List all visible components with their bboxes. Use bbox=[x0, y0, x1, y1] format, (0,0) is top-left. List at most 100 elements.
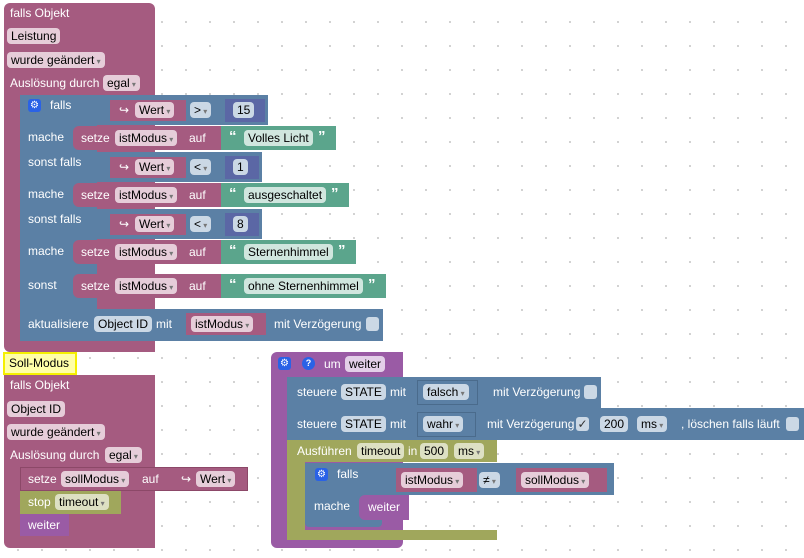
event-header: falls Objekt bbox=[10, 378, 70, 392]
timeout-name-field[interactable]: timeout bbox=[357, 443, 405, 459]
object-field[interactable]: Object ID bbox=[7, 401, 66, 417]
gear-icon[interactable]: ⚙ bbox=[28, 99, 41, 112]
elseif-label: sonst falls bbox=[28, 155, 82, 169]
operator-dropdown[interactable]: < bbox=[190, 159, 212, 175]
open-quote-icon: “ bbox=[229, 185, 237, 202]
update-label: aktualisiere bbox=[28, 317, 89, 331]
set-label: setze bbox=[28, 472, 57, 486]
arrow-icon: ↪ bbox=[119, 103, 130, 117]
open-quote-icon: “ bbox=[229, 128, 237, 145]
delay-value-field[interactable]: 200 bbox=[600, 416, 629, 432]
clear-running-label: , löschen falls läuft bbox=[681, 417, 780, 431]
var-dropdown[interactable]: Wert bbox=[135, 216, 175, 232]
event-header: falls Objekt bbox=[10, 6, 70, 20]
trigger-by-dropdown[interactable]: egal bbox=[103, 75, 140, 91]
control-label: steuere bbox=[297, 417, 338, 431]
if-label: falls bbox=[337, 467, 359, 481]
number-field[interactable]: 1 bbox=[233, 159, 248, 175]
trigger-by-dropdown[interactable]: egal bbox=[105, 447, 142, 463]
arrow-icon: ↪ bbox=[119, 160, 130, 174]
do-label: mache bbox=[28, 187, 65, 201]
do-label: mache bbox=[314, 499, 351, 513]
close-quote-icon: ” bbox=[368, 276, 376, 293]
to-label: auf bbox=[189, 188, 206, 202]
var-dropdown[interactable]: sollModus bbox=[61, 471, 130, 487]
number-field[interactable]: 15 bbox=[233, 102, 255, 118]
set-label: setze bbox=[81, 279, 110, 293]
value-dropdown[interactable]: Wert bbox=[196, 471, 236, 487]
with-label: mit bbox=[156, 317, 172, 331]
help-icon[interactable]: ? bbox=[302, 357, 315, 370]
number-field[interactable]: 8 bbox=[233, 216, 248, 232]
do-label: mache bbox=[28, 244, 65, 258]
set-label: setze bbox=[81, 188, 110, 202]
delay-label: mit Verzögerung bbox=[274, 317, 362, 331]
stop-label: stop bbox=[28, 495, 51, 509]
var-dropdown[interactable]: sollModus bbox=[521, 472, 590, 488]
comment-label[interactable]: Soll-Modus bbox=[3, 352, 77, 375]
trigger-dropdown[interactable]: wurde geändert bbox=[7, 52, 105, 68]
delay-checkbox[interactable] bbox=[366, 317, 379, 331]
timeout-dropdown[interactable]: timeout bbox=[55, 494, 109, 510]
to-label: auf bbox=[189, 245, 206, 259]
with-label: mit bbox=[390, 417, 406, 431]
to-label: auf bbox=[189, 279, 206, 293]
timeout-label: Ausführen bbox=[297, 444, 352, 458]
var-dropdown[interactable]: istModus bbox=[401, 472, 464, 488]
delay-label: mit Verzögerung bbox=[493, 385, 581, 399]
bool-dropdown[interactable]: wahr bbox=[423, 416, 464, 432]
call-label: weiter bbox=[28, 518, 61, 532]
bool-block bbox=[417, 380, 478, 405]
gear-icon[interactable]: ⚙ bbox=[315, 468, 328, 481]
set-label: setze bbox=[81, 245, 110, 259]
text-field[interactable]: Volles Licht bbox=[244, 130, 313, 146]
delay-checkbox[interactable] bbox=[584, 385, 597, 399]
arrow-icon: ↪ bbox=[181, 472, 192, 486]
object-id-field[interactable]: Object ID bbox=[94, 316, 153, 332]
open-quote-icon: “ bbox=[229, 276, 237, 293]
var-dropdown[interactable]: istModus bbox=[191, 316, 254, 332]
set-label: setze bbox=[81, 131, 110, 145]
var-dropdown[interactable]: istModus bbox=[115, 278, 178, 294]
state-field[interactable]: STATE bbox=[341, 416, 386, 432]
clear-running-checkbox[interactable] bbox=[786, 417, 799, 431]
text-field[interactable]: ohne Sternenhimmel bbox=[244, 278, 363, 294]
call-weiter-block[interactable] bbox=[359, 495, 409, 520]
do-label: mache bbox=[28, 130, 65, 144]
trigger-dropdown[interactable]: wurde geändert bbox=[7, 424, 105, 440]
trigger-by-label: Auslösung durch bbox=[10, 76, 100, 90]
object-field[interactable]: Leistung bbox=[7, 28, 61, 44]
else-label: sonst bbox=[28, 278, 57, 292]
procedure-name-field[interactable]: weiter bbox=[345, 356, 386, 372]
proc-um-label: um bbox=[324, 357, 341, 371]
var-dropdown[interactable]: Wert bbox=[135, 159, 175, 175]
text-field[interactable]: Sternenhimmel bbox=[244, 244, 333, 260]
trigger-by-label: Auslösung durch bbox=[10, 448, 100, 462]
var-dropdown[interactable]: Wert bbox=[135, 102, 175, 118]
timeout-stem bbox=[287, 440, 305, 540]
if-label: falls bbox=[50, 98, 72, 112]
unit-dropdown[interactable]: ms bbox=[454, 443, 485, 459]
operator-dropdown[interactable]: > bbox=[190, 102, 212, 118]
text-field[interactable]: ausgeschaltet bbox=[244, 187, 327, 203]
var-dropdown[interactable]: istModus bbox=[115, 244, 178, 260]
operator-dropdown[interactable]: ≠ bbox=[479, 472, 500, 488]
elseif-label: sonst falls bbox=[28, 212, 82, 226]
gear-icon[interactable]: ⚙ bbox=[278, 357, 291, 370]
to-label: auf bbox=[189, 131, 206, 145]
call-weiter-block[interactable] bbox=[20, 514, 69, 536]
delay-label: mit Verzögerung bbox=[487, 417, 575, 431]
var-dropdown[interactable]: istModus bbox=[115, 187, 178, 203]
delay-checkbox-checked[interactable]: ✓ bbox=[576, 417, 589, 431]
unit-dropdown[interactable]: ms bbox=[637, 416, 668, 432]
open-quote-icon: “ bbox=[229, 242, 237, 259]
timeout-value-field[interactable]: 500 bbox=[420, 443, 449, 459]
bool-dropdown[interactable]: falsch bbox=[423, 384, 469, 400]
operator-dropdown[interactable]: < bbox=[190, 216, 212, 232]
state-field[interactable]: STATE bbox=[341, 384, 386, 400]
arrow-icon: ↪ bbox=[119, 217, 130, 231]
control-label: steuere bbox=[297, 385, 338, 399]
close-quote-icon: ” bbox=[318, 128, 326, 145]
with-label: mit bbox=[390, 385, 406, 399]
var-dropdown[interactable]: istModus bbox=[115, 130, 178, 146]
